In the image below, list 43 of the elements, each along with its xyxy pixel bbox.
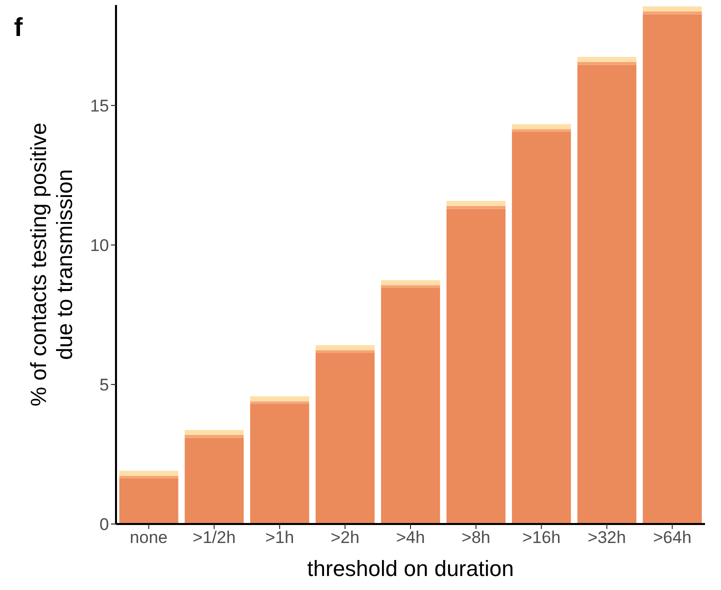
y-tick-label: 10 [90,236,109,256]
y-tick-label: 0 [100,515,109,534]
bar [381,288,440,524]
bar [119,476,178,479]
bar [250,404,310,524]
bar [577,56,636,62]
bar [512,124,571,130]
y-tick-label: 15 [90,96,109,116]
bar [250,401,310,404]
bar [381,280,440,286]
bar [577,64,636,524]
x-tick-label: >1h [265,528,294,548]
bar [250,396,310,402]
x-tick-label: >32h [588,528,626,548]
bar [642,11,702,14]
bar [316,352,375,524]
bar [316,345,375,350]
x-tick-label: >2h [330,528,360,548]
bar [577,62,636,65]
x-tick-label: >8h [462,528,490,548]
bar [446,200,506,206]
bar [642,6,702,12]
bar [119,478,178,524]
bar [184,430,244,435]
bar [512,129,571,132]
x-tick-label: >1/2h [192,528,236,548]
x-axis-title: threshold on duration [307,556,514,581]
chart-title: f [14,12,23,43]
x-tick-label: >4h [396,528,425,548]
y-axis-title: % of contacts testing positive due to transmission [26,122,77,406]
x-tick-label: >64h [653,528,692,548]
bar [446,208,506,524]
bar [381,285,440,288]
y-tick-label: 5 [100,376,109,395]
bar [642,14,702,524]
bar [512,132,571,524]
x-tick-label: none [130,528,168,548]
bar [446,206,506,209]
x-tick-label: >16h [522,528,561,548]
bar [184,438,244,524]
bar [316,350,375,353]
bar [119,470,178,476]
bar [184,434,244,438]
